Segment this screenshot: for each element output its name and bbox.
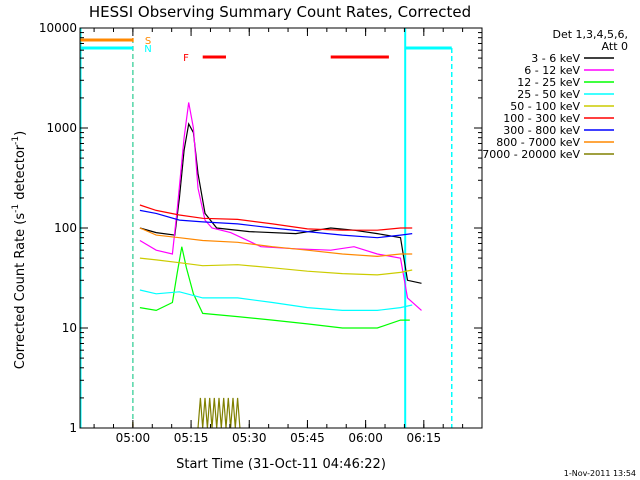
x-tick-label-5: 06:15: [407, 431, 442, 445]
legend-label-5: 100 - 300 keV: [503, 112, 580, 125]
y-tick-label-3: 1000: [46, 121, 77, 135]
plot-area: SN F: [80, 28, 453, 428]
y-axis-label: Corrected Count Rate (s-1 detector-1): [11, 131, 28, 369]
series-line-1: [139, 102, 422, 311]
series-line-6: [139, 209, 413, 239]
y-tick-label-0: 1: [69, 421, 77, 435]
x-tick-label-1: 05:15: [174, 431, 209, 445]
legend-label-6: 300 - 800 keV: [503, 124, 580, 137]
series-line-5: [139, 204, 413, 231]
y-tick-label-1: 10: [62, 321, 77, 335]
ylabel-mid: detector: [13, 144, 28, 204]
series-line-0: [139, 122, 422, 284]
footer-timestamp: 1-Nov-2011 13:54: [564, 469, 636, 478]
x-tick-label-0: 05:00: [116, 431, 151, 445]
ylabel-sup1: -1: [11, 204, 21, 213]
ylabel-sup2: -1: [11, 136, 21, 145]
axes: 05:00 05:15 05:30 05:45 06:00 06:15 1 10 100 1000…: [39, 21, 483, 445]
ylabel-main: Corrected Count Rate (s: [13, 213, 28, 370]
legend-header-0: Det 1,3,4,5,6,: [552, 28, 628, 41]
legend-label-4: 50 - 100 keV: [510, 100, 580, 113]
series-line-4: [139, 257, 413, 276]
series-line-8: [197, 397, 241, 428]
ylabel-end: ): [13, 131, 28, 136]
x-tick-label-4: 06:00: [348, 431, 383, 445]
series-line-2: [139, 246, 410, 329]
legend-label-8: 7000 - 20000 keV: [482, 148, 580, 161]
legend-label-1: 6 - 12 keV: [524, 64, 580, 77]
x-axis-label: Start Time (31-Oct-11 04:46:22): [176, 457, 386, 472]
plot-inner: [80, 28, 453, 428]
series-line-3: [139, 289, 413, 311]
series-line-7: [139, 227, 413, 258]
legend-header-1: Att 0: [602, 40, 628, 53]
legend-label-0: 3 - 6 keV: [531, 52, 580, 65]
legend-label-2: 12 - 25 keV: [517, 76, 580, 89]
flag-label-F: F: [183, 53, 189, 64]
x-tick-label-2: 05:30: [232, 431, 267, 445]
chart-title: HESSI Observing Summary Count Rates, Cor…: [89, 3, 471, 21]
flag-label-S: S: [145, 36, 151, 47]
legend-label-7: 800 - 7000 keV: [496, 136, 580, 149]
flag-label-N: N: [144, 44, 151, 55]
y-tick-label-4: 10000: [39, 21, 77, 35]
y-tick-label-2: 100: [54, 221, 77, 235]
x-tick-label-3: 05:45: [290, 431, 325, 445]
legend-label-3: 25 - 50 keV: [517, 88, 580, 101]
